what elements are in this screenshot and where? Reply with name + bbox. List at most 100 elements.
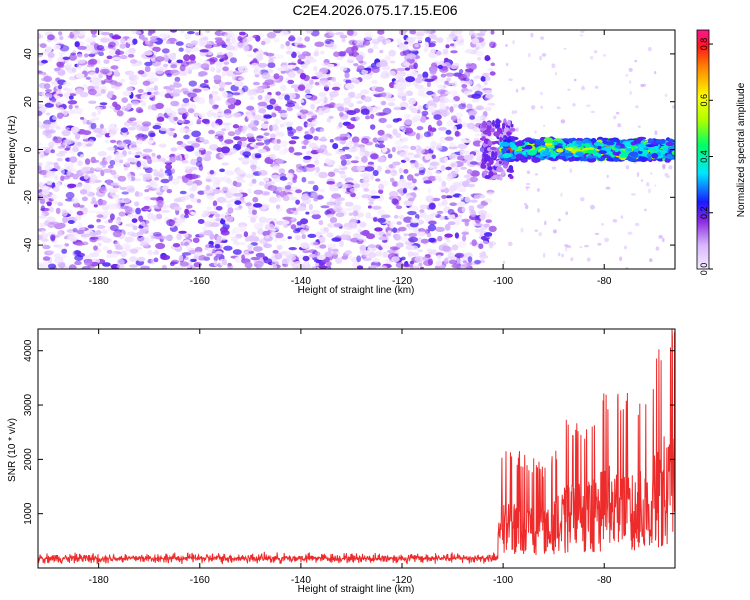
spectrogram-cell: [198, 232, 206, 237]
spectrogram-cell: [548, 157, 554, 161]
spectrogram-cell: [638, 150, 643, 155]
spectrogram-cell: [453, 30, 463, 35]
spectrogram-cell: [246, 114, 255, 121]
spectrogram-cell: [490, 146, 497, 151]
spectrogram-cell: [114, 241, 120, 248]
spectrogram-cell: [318, 265, 329, 269]
spectrogram-cell: [116, 258, 125, 266]
spectrogram-cell: [127, 54, 135, 58]
spectrogram-cell: [408, 232, 418, 238]
spectrogram-cell: [468, 205, 475, 211]
spectrogram-cell: [178, 255, 184, 262]
spectrogram-cell: [335, 31, 345, 36]
spectrogram-cell: [288, 62, 297, 66]
spectrogram-cell: [233, 112, 243, 118]
spectrogram-cell: [524, 144, 533, 150]
spectrogram-cell: [324, 251, 333, 258]
spectrogram-cell: [303, 95, 312, 98]
spectrogram-cell: [295, 163, 303, 169]
spectrogram-cell: [233, 80, 244, 87]
spectrogram-cell: [268, 58, 274, 63]
spectrogram-cell: [342, 146, 350, 150]
spectrogram-cell: [367, 247, 373, 253]
spectrogram-cell: [448, 99, 456, 103]
spectrogram-cell: [42, 261, 50, 269]
spectrogram-cell: [534, 173, 539, 176]
spectrogram-cell: [136, 160, 142, 168]
spectrogram-cell: [72, 146, 79, 153]
spectrogram-cell: [413, 227, 421, 234]
spectrogram-cell: [216, 54, 226, 59]
spectrogram-cell: [117, 175, 127, 182]
spectrogram-cell: [511, 110, 515, 115]
spectrogram-cell: [484, 175, 491, 179]
spectrogram-cell: [419, 204, 429, 210]
spectrogram-cell: [151, 152, 156, 157]
spectrogram-cell: [444, 187, 449, 194]
spectrogram-cell: [525, 204, 529, 210]
spectrogram-cell: [82, 208, 88, 215]
spectrogram-cell: [448, 256, 458, 260]
spectrogram-cell: [625, 165, 630, 170]
spectrogram-cell: [89, 167, 95, 174]
spectrogram-cell: [257, 53, 263, 60]
spectrogram-cell: [65, 62, 73, 68]
spectrogram-cell: [109, 192, 115, 197]
spectrogram-cell: [350, 160, 359, 164]
spectrogram-cell: [597, 152, 602, 158]
spectrogram-cell: [476, 151, 483, 158]
spectrogram-cell: [173, 206, 182, 211]
spectrogram-cell: [129, 248, 139, 254]
spectrogram-cell: [46, 172, 56, 179]
spectrogram-cell: [483, 223, 490, 228]
spectrogram-cell: [300, 242, 310, 250]
spectrogram-cell: [335, 212, 345, 218]
spectrogram-cell: [356, 65, 365, 71]
spectrogram-cell: [152, 46, 161, 52]
spectrogram-cell: [83, 174, 89, 180]
spectrogram-cell: [291, 51, 297, 59]
spectrogram-cell: [444, 80, 449, 85]
spectrogram-cell: [297, 54, 306, 60]
spectrogram-cell: [428, 175, 437, 182]
spectrogram-cell: [95, 67, 100, 74]
spectrogram-cell: [166, 73, 173, 77]
spectrogram-cell: [186, 140, 197, 145]
spectrogram-cell: [211, 85, 218, 89]
spectrogram-cell: [284, 185, 292, 190]
spectrogram-cell: [226, 203, 233, 209]
spectrogram-cell: [359, 221, 367, 228]
spectrogram-cell: [420, 31, 426, 35]
spectrogram-cell: [427, 224, 437, 232]
spectrogram-cell: [625, 147, 633, 152]
spectrogram-cell: [335, 182, 343, 188]
spectrogram-cell: [394, 140, 404, 146]
spectrogram-cell: [214, 213, 220, 218]
spectrogram-cell: [155, 56, 165, 62]
spectrogram-cell: [77, 45, 87, 50]
spectrogram-cell: [430, 145, 436, 151]
spectrogram-cell: [147, 105, 153, 110]
spectrogram-cell: [209, 57, 218, 63]
spectrogram-cell: [46, 216, 56, 222]
spectrogram-cell: [376, 209, 386, 216]
spectrogram-cell: [565, 211, 568, 216]
spectrogram-cell: [247, 188, 253, 194]
spectrogram-cell: [286, 254, 296, 261]
spectrogram-cell: [316, 254, 326, 260]
spectrogram-cell: [303, 134, 313, 140]
spectrogram-cell: [393, 107, 401, 111]
spectrogram-cell: [487, 68, 494, 72]
spectrogram-cell: [445, 44, 450, 49]
spectrogram-cell: [410, 245, 419, 251]
spectrogram-cell: [128, 72, 134, 77]
spectrogram-cell: [222, 122, 232, 126]
spectrogram-cell: [235, 169, 245, 175]
spectrogram-cell: [227, 51, 234, 58]
spectrogram-cell: [68, 95, 74, 100]
spectrogram-cell: [62, 87, 69, 91]
spectrogram-cell: [211, 90, 219, 95]
spectrogram-cell: [187, 92, 198, 98]
spectrogram-cell: [137, 70, 145, 75]
